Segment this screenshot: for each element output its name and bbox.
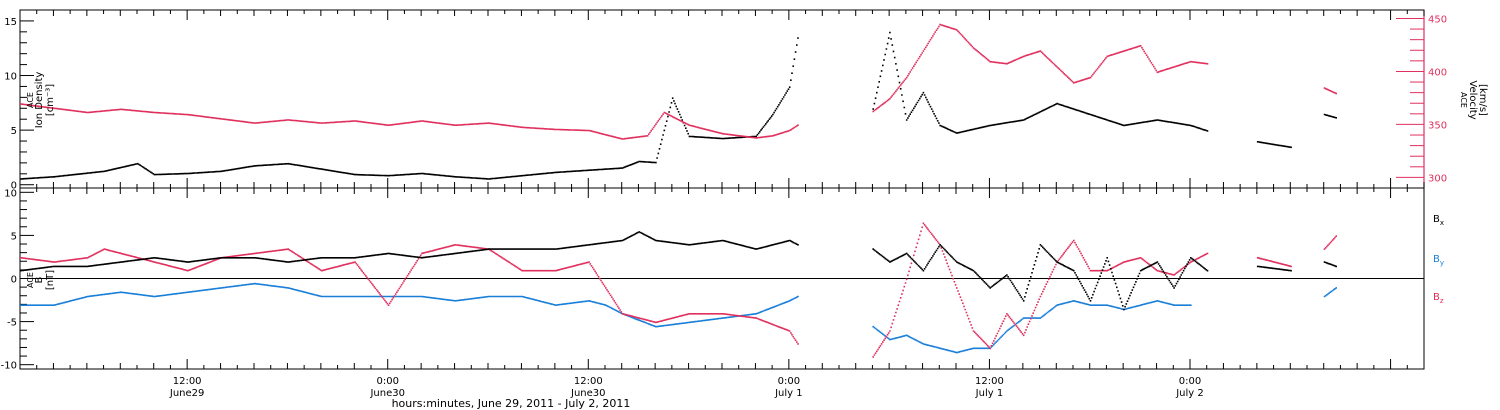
ylabel-left-bottom-line1: ACE [26, 272, 35, 288]
x-tick-label-time: 0:00 [778, 376, 800, 387]
x-tick-label-date: July 1 [774, 388, 803, 399]
ion-density-series-points [1323, 113, 1337, 119]
plot-area-top [20, 23, 1337, 180]
x-tick-label-date: July 1 [975, 388, 1004, 399]
bfield-tick-label: 0 [11, 275, 17, 286]
x-ticks-top [19, 10, 1425, 188]
ylabel-left-bottom-line2: B [34, 276, 45, 283]
bz-series [20, 222, 1337, 358]
x-tick-label-time: 12:00 [574, 376, 603, 387]
ylabel-right-top-line2: Velocity [1467, 80, 1478, 119]
legend: Bx By Bz [1433, 214, 1444, 305]
x-axis-title: hours:minutes, June 29, 2011 - July 2, 2… [392, 397, 631, 410]
x-tick-label-time: 12:00 [173, 376, 202, 387]
ion-density-series-points [20, 37, 799, 180]
velocity-tick-label: 350 [1428, 120, 1447, 131]
ylabel-left-top-line2: Ion Density [34, 72, 45, 129]
density-tick-label: 5 [11, 126, 17, 137]
x-tick-label-date: June30 [570, 388, 606, 399]
bx-series [20, 231, 1337, 311]
ion-density-series-points [1256, 141, 1292, 149]
ion-density-series-points [872, 31, 1209, 134]
panel-density-velocity: 0 5 10 15 300 350 400 450 ACE Ion Density [cm⁻… [4, 9, 1488, 192]
velocity-series [20, 23, 1337, 140]
ylabel-right-top-line3: [km/s] [1477, 84, 1488, 116]
x-tick-label-date: June29 [169, 388, 205, 399]
bfield-tick-label: 10 [4, 188, 17, 199]
density-tick-label: 15 [4, 17, 17, 28]
bfield-tick-label: 5 [11, 231, 17, 242]
x-axis-labels: 12:00June290:00June3012:00June300:00July… [169, 376, 1204, 399]
x-ticks-bottom [19, 188, 1425, 369]
by-series-points [20, 282, 799, 328]
by-series-points [872, 300, 1192, 354]
legend-by: By [1433, 254, 1444, 267]
bz-series-points [872, 222, 1209, 358]
x-tick-label-date: June30 [369, 388, 405, 399]
velocity-tick-label: 400 [1428, 67, 1447, 78]
velocity-series-points [20, 103, 799, 140]
y-axis-right-top: 300 350 400 450 [1396, 10, 1447, 189]
x-tick-label-time: 0:00 [1179, 376, 1201, 387]
plot-area-bottom [20, 222, 1337, 358]
ylabel-left-top-line1: ACE [26, 92, 35, 108]
panel-frame-top [19, 9, 1425, 189]
x-tick-label-time: 0:00 [376, 376, 398, 387]
density-tick-label: 10 [4, 72, 17, 83]
by-series [20, 282, 1337, 354]
bx-series-points [20, 231, 799, 272]
ylabel-right-top-line1: ACE [1459, 92, 1468, 108]
panel-magnetic-field: -10 -5 0 5 10 Bx By Bz ACE B [nT] [1, 187, 1444, 372]
bz-series-points [1256, 257, 1292, 268]
velocity-series-points [872, 23, 1209, 113]
by-series-points [1323, 287, 1337, 298]
ylabel-left-top-line3: [cm⁻³] [45, 84, 56, 116]
velocity-tick-label: 300 [1428, 173, 1447, 184]
bz-series-points [1323, 235, 1337, 250]
velocity-series-points [1323, 87, 1337, 95]
legend-bx: Bx [1433, 214, 1444, 227]
bfield-tick-label: -5 [7, 318, 17, 329]
ylabel-left-bottom-line3: [nT] [45, 270, 56, 290]
y-axis-left-top: 0 5 10 15 [4, 9, 34, 192]
velocity-tick-label: 450 [1428, 14, 1447, 25]
bfield-tick-label: -10 [1, 361, 17, 372]
bx-series-points [1256, 265, 1292, 272]
ion-density-series [20, 31, 1337, 180]
bx-series-points [1323, 261, 1337, 268]
x-tick-label-date: July 2 [1175, 388, 1204, 399]
legend-bz: Bz [1433, 292, 1444, 305]
bx-series-points [872, 244, 1209, 311]
density-tick-label: 0 [11, 181, 17, 192]
x-tick-label-time: 12:00 [975, 376, 1004, 387]
